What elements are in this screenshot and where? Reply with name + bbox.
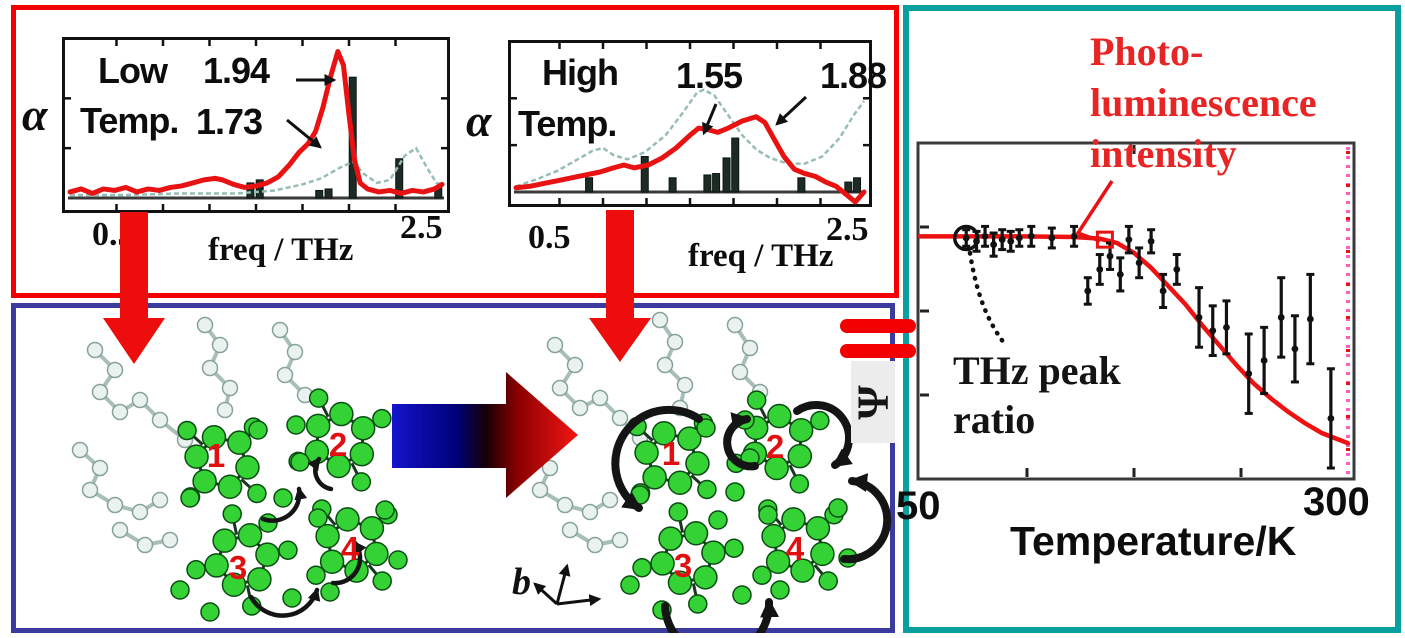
absorption-curve [67,49,445,196]
peak-label-188: 1.88 [820,55,887,96]
plot-ticks [511,43,869,204]
ring-number-label: 2 [329,426,347,463]
psi-ylabel-box: Ψ [849,361,898,443]
rotation-arrow [260,486,308,523]
rotation-arrow [611,405,703,512]
pl-intensity-curve [917,234,1351,446]
x-tick-max-right: 2.5 [826,211,869,248]
x-axis-label-right: freq / THz [688,238,834,274]
calc-curve [515,88,866,188]
molecular-structure-panel [11,303,895,633]
x-tick-max-left: 2.5 [400,209,443,246]
rotation-arrow [661,598,780,633]
alkyl-chain [733,323,762,394]
rotation-arrow [307,456,334,492]
y-axis-label-alpha-right: α [466,95,492,146]
low-temp-title-line1: Low [98,50,168,91]
thz-ratio-points [962,224,1335,470]
rotation-arrow [248,587,321,618]
molecule-art: 1 2 3 4 1 2 3 4 [71,311,892,633]
temperature-axis-label: Temperature/K [1010,518,1297,564]
plot-ticks [65,40,447,210]
pl-callout-line [1075,180,1114,243]
molecule: 1 2 3 4 [71,316,408,622]
ring-number-label: 3 [674,547,692,584]
plot-box [508,40,872,207]
rotation-arrow [330,540,367,586]
pl-line3: intensity [1090,131,1237,176]
x-axis-label-left: freq / THz [208,232,354,268]
high-temp-title-line2: Temp. [518,103,617,144]
temperature-dependence-plot [916,141,1356,481]
rotation-arrow [793,401,853,469]
thz-line2: ratio [953,397,1036,442]
low-temp-spectrum-plot [62,37,450,213]
thz-peak-ratio-annotation: THz peak ratio [953,346,1121,444]
peak-label-173: 1.73 [196,101,263,142]
equals-bar-bottom [840,344,916,358]
photoluminescence-annotation: Photo- luminescence intensity [1090,26,1317,179]
peak-label-194: 1.94 [203,50,270,91]
ring-number-label: 4 [786,530,805,567]
high-temp-spectrum-plot [508,40,872,207]
alkyl-chain [278,328,307,397]
pl-line1: Photo- [1090,29,1204,74]
ring-number-label: 3 [229,549,247,586]
y-axis-label-alpha-left: α [22,89,48,140]
mode-bars [585,137,862,193]
molecule: 1 2 3 4 [521,311,892,633]
thz-line1: THz peak [953,348,1121,393]
plot-ticks [920,145,1243,477]
x-tick-min-right: 0.5 [528,219,571,256]
circle-marker [952,224,980,252]
x-tick-min-left: 0.5 [92,216,135,253]
rotation-arrow [723,412,759,471]
peak-label-155: 1.55 [676,55,743,96]
thz-spectra-panel [11,5,899,298]
rotation-arrow [840,473,892,564]
ring-number-label: 1 [662,435,680,472]
x-tick-50: 50 [896,484,941,528]
high-temp-title-line1: High [542,52,619,93]
psi-symbol: Ψ [848,384,898,420]
ring-number-label: 1 [207,437,225,474]
thz-ratio-callout-line [967,250,1007,346]
x-tick-300: 300 [1303,480,1370,524]
ring-number-label: 2 [766,428,784,465]
pl-line2: luminescence [1090,80,1317,125]
equals-bar-top [840,319,916,333]
low-temp-title-line2: Temp. [80,100,179,141]
ring-number-label: 4 [341,530,360,567]
